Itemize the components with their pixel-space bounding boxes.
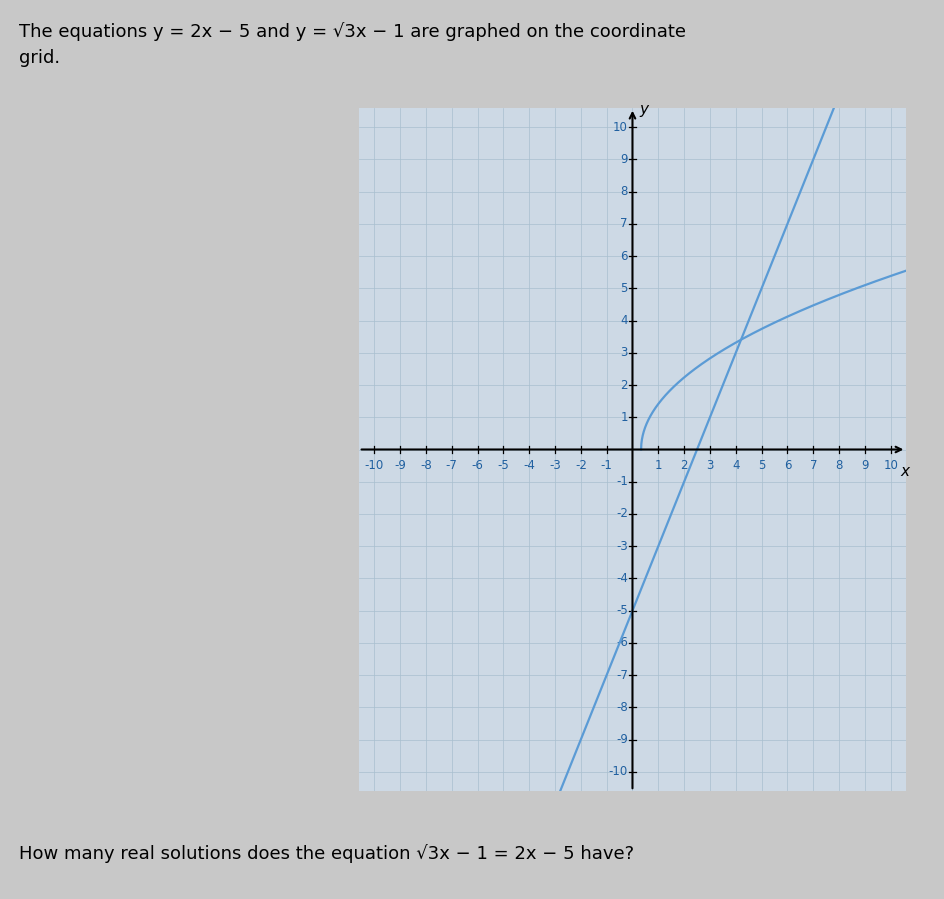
- Text: -2: -2: [575, 458, 587, 471]
- Text: -6: -6: [615, 636, 628, 649]
- Text: 5: 5: [620, 282, 628, 295]
- Text: 4: 4: [732, 458, 739, 471]
- Text: 10: 10: [613, 120, 628, 134]
- Text: How many real solutions does the equation √3x − 1 = 2x − 5 have?: How many real solutions does the equatio…: [19, 844, 634, 863]
- Text: -8: -8: [616, 701, 628, 714]
- Text: -4: -4: [615, 572, 628, 585]
- Text: 3: 3: [706, 458, 714, 471]
- Text: -2: -2: [615, 507, 628, 521]
- Text: -4: -4: [523, 458, 535, 471]
- Text: x: x: [901, 464, 909, 479]
- Text: -10: -10: [364, 458, 384, 471]
- Text: 4: 4: [620, 314, 628, 327]
- Text: -6: -6: [472, 458, 483, 471]
- Text: 7: 7: [810, 458, 817, 471]
- Text: -10: -10: [609, 765, 628, 779]
- Text: -7: -7: [446, 458, 458, 471]
- Text: 1: 1: [620, 411, 628, 423]
- Text: -1: -1: [600, 458, 613, 471]
- Text: 1: 1: [654, 458, 662, 471]
- Text: -5: -5: [497, 458, 509, 471]
- Text: 2: 2: [620, 378, 628, 392]
- Text: 8: 8: [835, 458, 843, 471]
- Text: 3: 3: [620, 346, 628, 360]
- Text: -3: -3: [549, 458, 561, 471]
- Text: -9: -9: [394, 458, 406, 471]
- Text: -5: -5: [616, 604, 628, 617]
- Text: 9: 9: [861, 458, 868, 471]
- Text: grid.: grid.: [19, 49, 60, 67]
- Text: 8: 8: [620, 185, 628, 198]
- Text: The equations y = 2x − 5 and y = √3x − 1 are graphed on the coordinate: The equations y = 2x − 5 and y = √3x − 1…: [19, 22, 686, 41]
- Text: 7: 7: [620, 218, 628, 230]
- Text: 2: 2: [681, 458, 688, 471]
- Text: -1: -1: [615, 476, 628, 488]
- Text: -8: -8: [420, 458, 431, 471]
- Text: 10: 10: [884, 458, 898, 471]
- Text: 9: 9: [620, 153, 628, 166]
- Text: 5: 5: [758, 458, 766, 471]
- Text: -7: -7: [615, 669, 628, 681]
- Text: 6: 6: [784, 458, 791, 471]
- Text: y: y: [639, 102, 648, 117]
- Text: 6: 6: [620, 250, 628, 263]
- Text: -3: -3: [616, 539, 628, 553]
- Text: -9: -9: [615, 733, 628, 746]
